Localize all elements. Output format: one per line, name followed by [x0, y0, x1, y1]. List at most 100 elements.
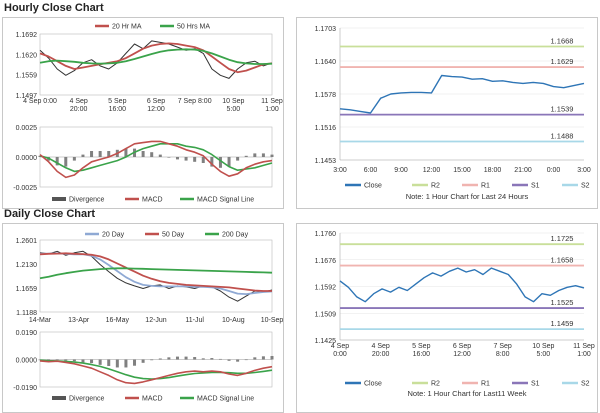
hourly-macd-divergence-bar: [210, 157, 214, 167]
daily-close-week-legend-close: Close: [364, 381, 382, 388]
hourly-price-x-tick: 16:00: [109, 106, 127, 113]
hourly-macd-macd-line: [39, 140, 273, 179]
daily-section-title: Daily Close Chart: [4, 208, 96, 220]
hourly-close-24h-level-label-r2: 1.1668: [551, 36, 574, 45]
hourly-price-x-tick: 20:00: [70, 106, 88, 113]
hourly-macd-divergence-bar: [218, 157, 222, 168]
hourly-macd-y-tick: 0.0025: [16, 125, 38, 132]
hourly-macd-divergence-bar: [175, 157, 179, 160]
hourly-close-24h-close-line: [339, 74, 585, 114]
daily-close-week-x-tick: 20:00: [372, 351, 390, 358]
daily-price-x-tick: 11-Jul: [185, 317, 204, 324]
hourly-close-24h-x-tick: 12:00: [423, 167, 441, 174]
daily-macd-divergence-bar: [64, 359, 68, 361]
daily-macd-macd-line: [39, 360, 273, 385]
hourly-macd-divergence-bar: [236, 157, 240, 161]
daily-price-x-tick: 16-May: [106, 317, 130, 324]
daily-macd-divergence-bar: [167, 357, 171, 360]
hourly-close-24h-x-tick: 0:00: [547, 167, 561, 174]
daily-close-week-y-tick: 1.1592: [315, 285, 337, 292]
daily-close-week-x-tick: 0:00: [333, 351, 347, 358]
hourly-price-x-tick: 12:00: [147, 106, 165, 113]
hourly-macd-divergence-bar: [244, 155, 248, 157]
daily-price-frame: [39, 239, 273, 313]
hourly-price-line-close: [39, 40, 273, 79]
daily-macd-divergence-bar: [90, 359, 94, 364]
daily-close-week-x-tick: 1:00: [577, 351, 591, 358]
daily-close-week-level-label-s2: 1.1459: [551, 319, 574, 328]
daily-close-week-x-tick: 5:00: [537, 351, 551, 358]
daily-macd-divergence-bar: [253, 357, 257, 360]
daily-close-week-y-tick: 1.1425: [315, 338, 337, 345]
daily-price-x-tick: 10-Sep: [261, 317, 284, 324]
daily-macd-divergence-bar: [218, 358, 222, 360]
hourly-price-line-20-hr-ma: [39, 42, 273, 74]
daily-close-week-legend-s1: S1: [531, 381, 540, 388]
daily-close-week-note: Note: 1 Hour Chart for Last11 Week: [408, 389, 527, 398]
hourly-macd-divergence-bar: [107, 151, 111, 157]
hourly-macd-divergence-bar: [184, 157, 188, 161]
hourly-close-24h-legend-s1: S1: [531, 183, 540, 190]
daily-close-week-legend-s2: S2: [581, 381, 590, 388]
daily-close-week-legend-r2: R2: [431, 381, 440, 388]
daily-macd-y-tick: 0.0190: [16, 330, 38, 337]
hourly-macd-divergence-bar: [81, 154, 85, 157]
daily-close-week-y-tick: 1.1676: [315, 258, 337, 265]
daily-price-legend-0: 20 Day: [102, 232, 125, 239]
daily-macd-legend-divergence-swatch: [52, 396, 66, 400]
hourly-macd-divergence-bar: [98, 151, 102, 157]
hourly-macd-divergence-bar: [167, 157, 171, 158]
hourly-macd-legend-divergence: Divergence: [69, 197, 105, 204]
daily-close-week-legend-r1: R1: [481, 381, 490, 388]
daily-price-line-200-day: [39, 267, 273, 280]
daily-macd-divergence-bar: [227, 359, 231, 361]
daily-close-week-x-tick: 5 Sep: [412, 343, 430, 350]
hourly-section-title: Hourly Close Chart: [4, 2, 104, 14]
hourly-price-y-tick: 1.1620: [16, 52, 38, 59]
daily-macd-divergence-bar: [133, 359, 137, 366]
daily-macd-divergence-bar: [98, 359, 102, 365]
daily-price-y-tick: 1.2601: [16, 238, 38, 245]
hourly-price-x-tick: 5:00: [227, 106, 241, 113]
hourly-macd-legend-macd: MACD: [142, 197, 163, 204]
hourly-macd-divergence-bar: [55, 157, 59, 166]
hourly-price-legend-1: 50 Hrs MA: [177, 24, 210, 31]
daily-macd-legend-divergence: Divergence: [69, 396, 105, 403]
hourly-close-24h-y-tick: 1.1703: [315, 26, 337, 33]
hourly-close-24h-level-label-s1: 1.1539: [551, 105, 574, 114]
hourly-price-x-tick: 1:00: [265, 106, 279, 113]
daily-price-y-tick: 1.1188: [16, 310, 37, 317]
daily-macd-signal-line: [39, 359, 273, 380]
hourly-close-24h-level-label-s2: 1.1488: [551, 132, 574, 141]
daily-macd-divergence-bar: [244, 359, 248, 361]
hourly-price-x-tick: 6 Sep: [147, 98, 165, 105]
daily-macd-y-tick: 0.0000: [16, 358, 38, 365]
daily-close-week-x-tick: 8:00: [496, 351, 510, 358]
hourly-price-y-tick: 1.1692: [16, 32, 38, 39]
daily-price-x-tick: 13-Apr: [68, 317, 90, 324]
hourly-macd-legend-signal: MACD Signal Line: [197, 197, 254, 204]
daily-macd-legend-signal: MACD Signal Line: [197, 396, 254, 403]
daily-macd-divergence-bar: [175, 356, 179, 360]
hourly-price-y-tick: 1.1497: [16, 93, 38, 100]
hourly-macd-divergence-bar: [227, 157, 231, 167]
daily-macd-divergence-bar: [261, 356, 265, 360]
daily-macd-divergence-bar: [115, 359, 119, 368]
daily-macd-divergence-bar: [38, 359, 42, 361]
hourly-close-24h-legend-s2: S2: [581, 183, 590, 190]
daily-close-week-x-tick: 16:00: [413, 351, 431, 358]
daily-macd-divergence-bar: [201, 358, 205, 360]
daily-macd-divergence-bar: [150, 359, 154, 361]
hourly-close-24h-y-tick: 1.1578: [315, 92, 337, 99]
hourly-macd-divergence-bar: [141, 151, 145, 157]
hourly-close-24h-x-tick: 15:00: [453, 167, 471, 174]
daily-macd-divergence-bar: [124, 359, 128, 368]
hourly-macd-y-tick: 0.0000: [16, 155, 38, 162]
daily-macd-divergence-bar: [184, 356, 188, 360]
hourly-close-24h-x-tick: 6:00: [364, 167, 378, 174]
daily-price-legend-1: 50 Day: [162, 232, 185, 239]
hourly-price-x-tick: 10 Sep: [222, 98, 244, 105]
daily-macd-divergence-bar: [158, 358, 162, 360]
hourly-macd-divergence-bar: [253, 153, 257, 157]
